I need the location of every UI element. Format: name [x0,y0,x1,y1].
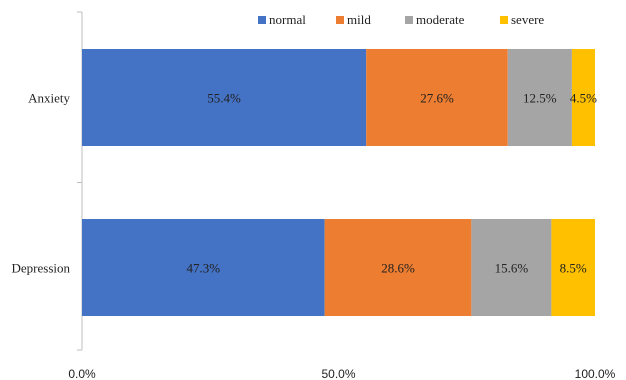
x-tick-label: 100.0% [575,367,616,380]
category-label: Depression [12,261,71,276]
bar-anxiety-moderate [507,49,572,146]
legend-label: mild [347,12,371,27]
legend-swatch-moderate [405,16,413,24]
data-label: 8.5% [560,261,587,276]
bar-depression-moderate [471,219,552,316]
bar-depression-severe [551,219,595,316]
data-label: 28.6% [381,261,415,276]
bar-depression-normal [82,219,325,316]
bar-anxiety-normal [82,49,367,146]
legend-label: moderate [416,12,465,27]
legend-swatch-mild [336,16,344,24]
data-label: 12.5% [523,91,557,106]
bar-depression-mild [324,219,472,316]
data-label: 4.5% [570,91,597,106]
legend-swatch-severe [500,16,508,24]
data-label: 27.6% [420,91,454,106]
legend-label: normal [269,12,306,27]
data-label: 15.6% [495,261,529,276]
bar-anxiety-severe [571,49,595,146]
category-label: Anxiety [28,91,70,106]
x-tick-label: 0.0% [68,367,96,380]
data-label: 47.3% [187,261,221,276]
legend-swatch-normal [258,16,266,24]
x-tick-label: 50.0% [321,367,355,380]
legend-label: severe [511,12,544,27]
bar-anxiety-mild [366,49,508,146]
data-label: 55.4% [207,91,241,106]
